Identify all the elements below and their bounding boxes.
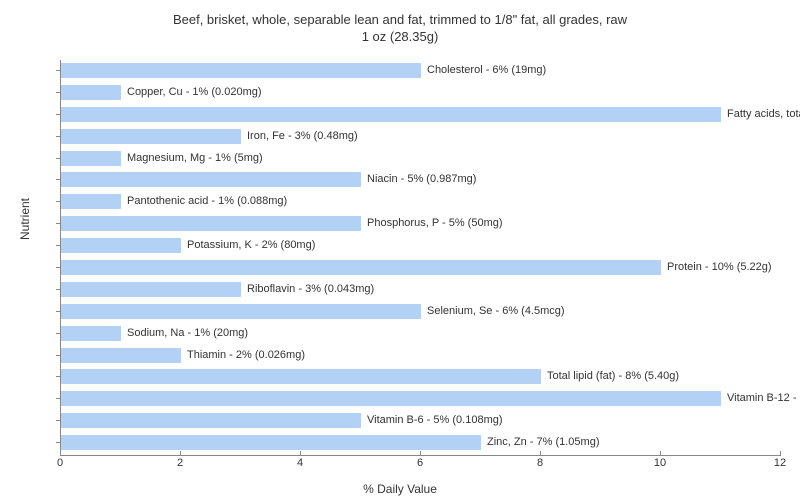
bar-row: Riboflavin - 3% (0.043mg) <box>61 279 781 301</box>
bar-row: Selenium, Se - 6% (4.5mcg) <box>61 301 781 323</box>
bar-label: Iron, Fe - 3% (0.48mg) <box>247 130 358 142</box>
bar <box>61 107 721 122</box>
bar <box>61 282 241 297</box>
bar-label: Zinc, Zn - 7% (1.05mg) <box>487 436 599 448</box>
x-tick-mark <box>660 451 661 455</box>
bar-row: Niacin - 5% (0.987mg) <box>61 169 781 191</box>
bar-row: Vitamin B-6 - 5% (0.108mg) <box>61 410 781 432</box>
bar <box>61 85 121 100</box>
bar <box>61 260 661 275</box>
bar-row: Phosphorus, P - 5% (50mg) <box>61 213 781 235</box>
bar-label: Copper, Cu - 1% (0.020mg) <box>127 86 262 98</box>
bar-label: Total lipid (fat) - 8% (5.40g) <box>547 370 679 382</box>
x-tick-label: 2 <box>177 457 183 469</box>
x-tick-mark <box>300 451 301 455</box>
title-line-1: Beef, brisket, whole, separable lean and… <box>173 12 627 27</box>
bar <box>61 391 721 406</box>
x-tick-label: 10 <box>654 457 666 469</box>
title-line-2: 1 oz (28.35g) <box>362 29 439 44</box>
bar-row: Copper, Cu - 1% (0.020mg) <box>61 82 781 104</box>
bar <box>61 435 481 450</box>
bar <box>61 304 421 319</box>
bar <box>61 172 361 187</box>
x-tick-mark <box>180 451 181 455</box>
x-axis-label: % Daily Value <box>363 482 437 496</box>
bar-row: Thiamin - 2% (0.026mg) <box>61 345 781 367</box>
chart-container: Beef, brisket, whole, separable lean and… <box>0 0 800 500</box>
plot-area: Cholesterol - 6% (19mg) Copper, Cu - 1% (… <box>60 60 781 456</box>
bar <box>61 326 121 341</box>
x-axis-ticks: 024681012 <box>60 455 780 475</box>
bar <box>61 238 181 253</box>
bar-row: Protein - 10% (5.22g) <box>61 257 781 279</box>
bar-row: Magnesium, Mg - 1% (5mg) <box>61 148 781 170</box>
bar-row: Fatty acids, total saturated - 11% (2.13… <box>61 104 781 126</box>
bar-row: Vitamin B-12 - 11% (0.64mcg) <box>61 388 781 410</box>
bar-label: Potassium, K - 2% (80mg) <box>187 239 315 251</box>
bar-row: Total lipid (fat) - 8% (5.40g) <box>61 366 781 388</box>
bar-label: Vitamin B-6 - 5% (0.108mg) <box>367 414 503 426</box>
bar-label: Phosphorus, P - 5% (50mg) <box>367 217 503 229</box>
bar-label: Vitamin B-12 - 11% (0.64mcg) <box>727 392 800 404</box>
bar-label: Sodium, Na - 1% (20mg) <box>127 327 248 339</box>
bar <box>61 216 361 231</box>
bar <box>61 151 121 166</box>
x-tick-mark <box>540 451 541 455</box>
x-tick-label: 6 <box>417 457 423 469</box>
bar-label: Protein - 10% (5.22g) <box>667 261 772 273</box>
bar-label: Cholesterol - 6% (19mg) <box>427 64 546 76</box>
bar <box>61 348 181 363</box>
y-axis-label: Nutrient <box>18 198 32 240</box>
x-tick-label: 0 <box>57 457 63 469</box>
bar <box>61 129 241 144</box>
bar <box>61 369 541 384</box>
bar <box>61 413 361 428</box>
bar-row: Zinc, Zn - 7% (1.05mg) <box>61 432 781 454</box>
bar-row: Pantothenic acid - 1% (0.088mg) <box>61 191 781 213</box>
bar-label: Pantothenic acid - 1% (0.088mg) <box>127 195 287 207</box>
bar-row: Sodium, Na - 1% (20mg) <box>61 323 781 345</box>
bar-label: Selenium, Se - 6% (4.5mcg) <box>427 305 565 317</box>
x-tick-label: 12 <box>774 457 786 469</box>
bar-label: Magnesium, Mg - 1% (5mg) <box>127 152 263 164</box>
bar <box>61 63 421 78</box>
bar-label: Thiamin - 2% (0.026mg) <box>187 349 305 361</box>
bar <box>61 194 121 209</box>
x-tick-mark <box>780 451 781 455</box>
bar-label: Fatty acids, total saturated - 11% (2.13… <box>727 108 800 120</box>
x-tick-label: 4 <box>297 457 303 469</box>
bar-row: Potassium, K - 2% (80mg) <box>61 235 781 257</box>
x-tick-mark <box>420 451 421 455</box>
x-tick-mark <box>60 451 61 455</box>
x-tick-label: 8 <box>537 457 543 469</box>
bar-row: Iron, Fe - 3% (0.48mg) <box>61 126 781 148</box>
bar-label: Niacin - 5% (0.987mg) <box>367 173 476 185</box>
bar-row: Cholesterol - 6% (19mg) <box>61 60 781 82</box>
bar-label: Riboflavin - 3% (0.043mg) <box>247 283 374 295</box>
chart-title: Beef, brisket, whole, separable lean and… <box>0 0 800 46</box>
